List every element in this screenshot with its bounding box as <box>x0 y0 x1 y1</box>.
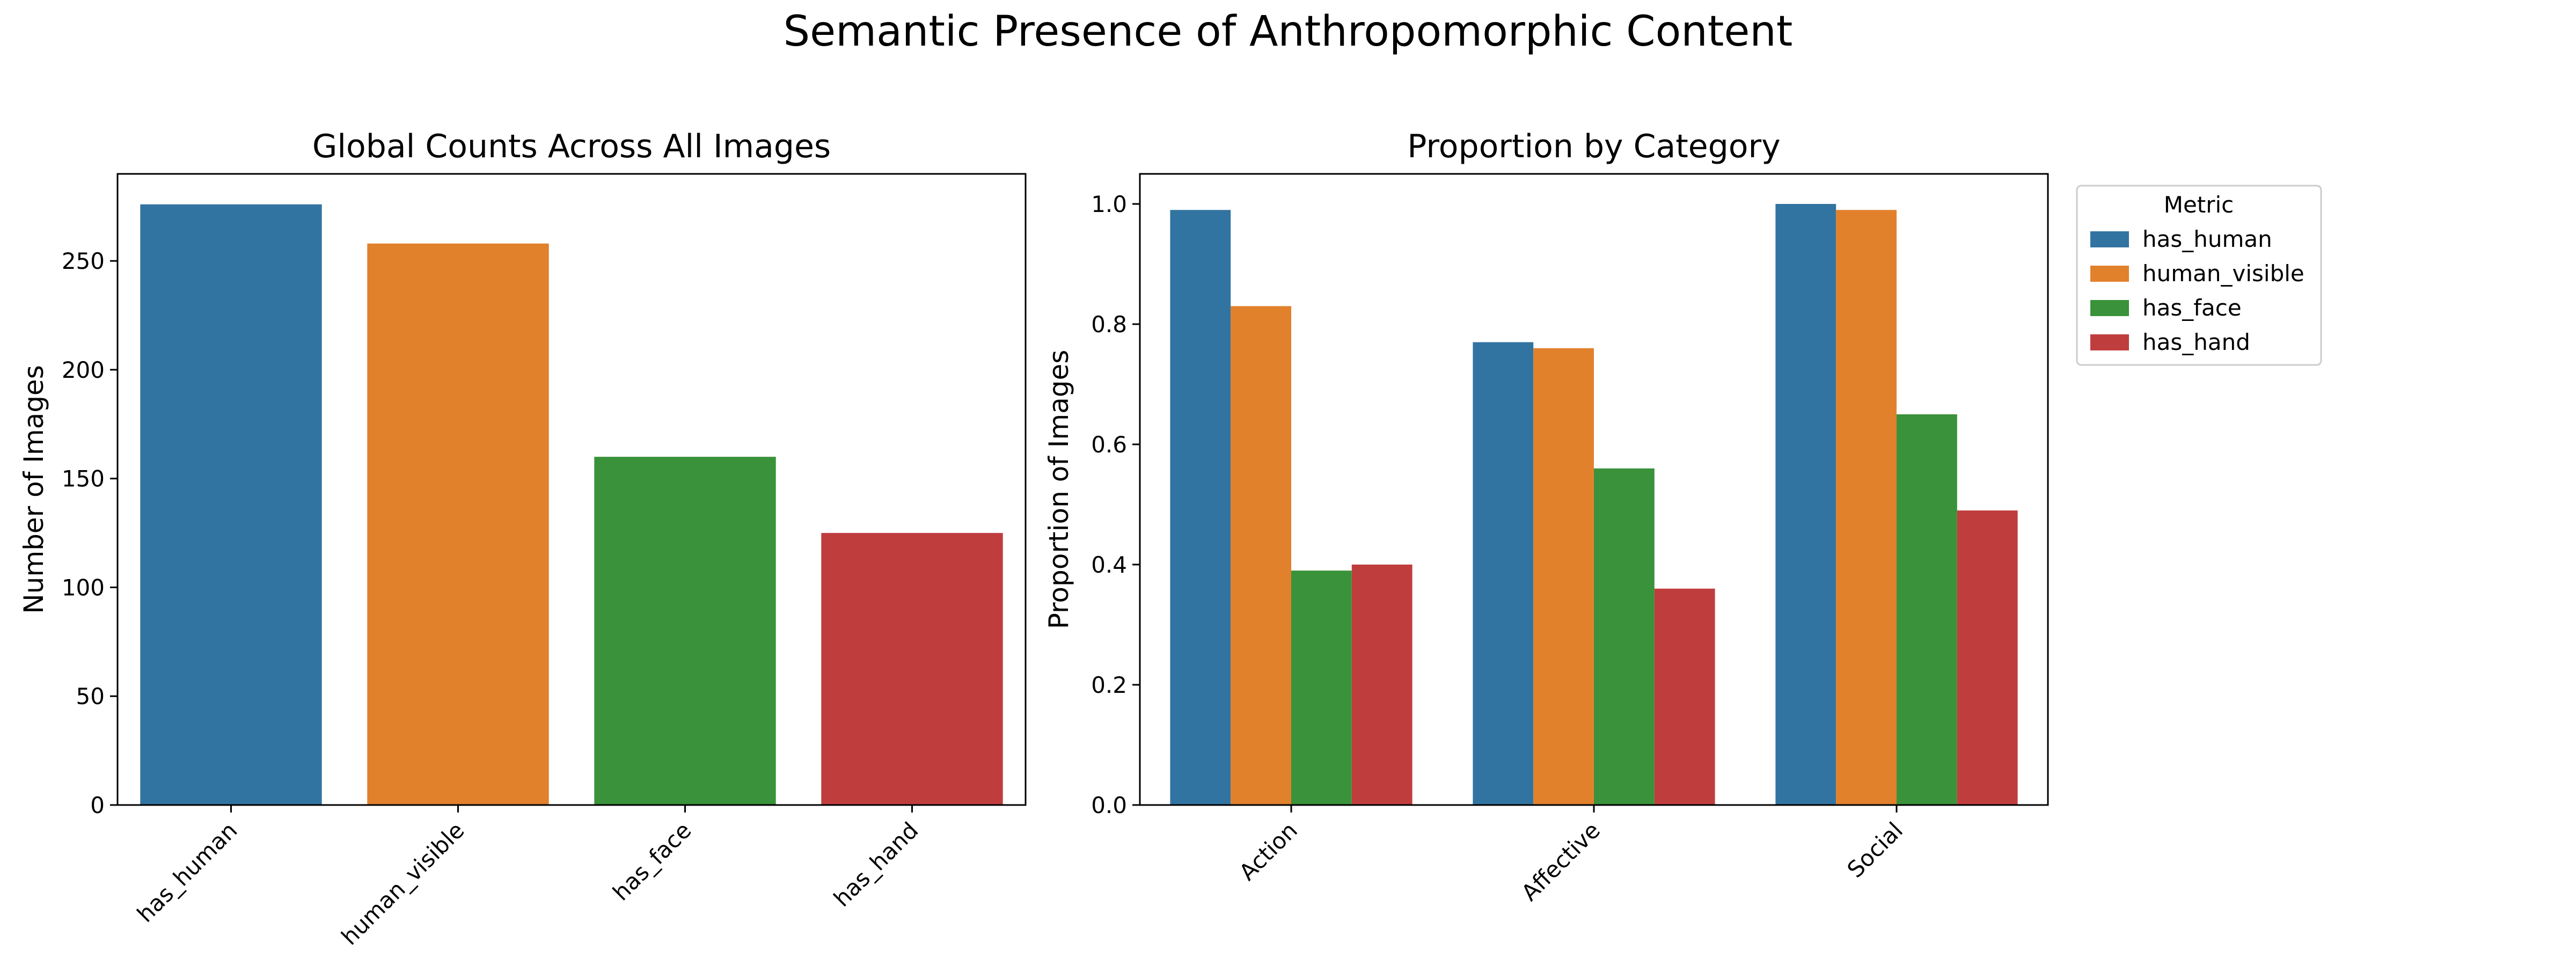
bar-social-human_visible <box>1836 210 1897 806</box>
legend-title: Metric <box>2164 192 2234 218</box>
y-tick-label: 0.2 <box>1091 672 1127 698</box>
left-y-axis-label: Number of Images <box>18 365 49 613</box>
bar-affective-has_hand <box>1654 588 1715 805</box>
y-tick-label: 1.0 <box>1091 191 1127 217</box>
legend-swatch-has_face <box>2090 300 2129 316</box>
legend-label-has_face: has_face <box>2142 295 2242 321</box>
legend-label-has_hand: has_hand <box>2142 329 2250 355</box>
bar-social-has_face <box>1897 414 1957 805</box>
y-tick-label: 0.4 <box>1091 552 1127 578</box>
x-tick-label: Action <box>1234 817 1302 885</box>
y-tick-label: 50 <box>76 683 105 709</box>
bar-affective-has_face <box>1594 468 1655 805</box>
bar-social-has_human <box>1775 204 1836 805</box>
bar-has_human <box>140 204 322 805</box>
x-tick-label: Affective <box>1516 817 1605 906</box>
y-tick-label: 200 <box>62 357 105 383</box>
right-y-axis-ticks: 0.0 0.2 0.4 0.6 0.8 1.0 <box>1091 191 1140 818</box>
y-tick-label: 0.8 <box>1091 311 1127 338</box>
x-tick-label: has_face <box>608 817 696 905</box>
legend-box <box>2076 185 2322 366</box>
legend-swatch-human_visible <box>2090 266 2129 282</box>
x-tick-label: has_human <box>132 817 243 927</box>
legend-label-human_visible: human_visible <box>2142 260 2304 287</box>
bar-affective-human_visible <box>1533 348 1594 805</box>
left-bars <box>140 204 1003 805</box>
left-chart-title: Global Counts Across All Images <box>312 128 831 165</box>
right-bars <box>1170 204 2018 806</box>
bar-has_hand <box>821 533 1003 805</box>
bar-action-has_human <box>1170 210 1231 806</box>
right-x-axis-ticks: Action Affective Social <box>1234 805 1908 906</box>
y-tick-label: 0.6 <box>1091 431 1127 458</box>
x-tick-label: Social <box>1842 817 1908 883</box>
legend: Metric has_humanhuman_visiblehas_facehas… <box>2076 185 2322 366</box>
bar-has_face <box>594 457 776 805</box>
left-x-axis-ticks: has_human human_visible has_face has_hand <box>132 805 924 950</box>
right-chart: Proportion by Category 0.0 0.2 0.4 0.6 0.8 1.… <box>1043 128 2049 906</box>
legend-swatch-has_human <box>2090 231 2129 247</box>
right-chart-title: Proportion by Category <box>1407 128 1780 165</box>
right-plot-frame <box>1139 173 2049 806</box>
bar-action-has_hand <box>1351 565 1413 805</box>
y-tick-label: 0 <box>90 792 105 818</box>
x-tick-label: human_visible <box>336 817 470 950</box>
figure-title: Semantic Presence of Anthropomorphic Con… <box>784 8 1793 56</box>
bar-affective-has_human <box>1473 342 1534 805</box>
y-tick-label: 0.0 <box>1091 792 1127 818</box>
left-y-axis-ticks: 0 50 100 150 200 250 <box>62 248 118 818</box>
y-tick-label: 250 <box>62 248 105 274</box>
legend-items: has_human human_visible has_face has_hand <box>2090 226 2304 355</box>
bar-social-has_hand <box>1957 510 2018 805</box>
y-tick-label: 150 <box>62 466 105 492</box>
legend-label-has_human: has_human <box>2142 226 2272 252</box>
bar-action-has_face <box>1291 570 1352 805</box>
x-tick-label: has_hand <box>829 817 924 912</box>
bar-human_visible <box>367 243 549 805</box>
legend-swatch-has_hand <box>2090 334 2129 350</box>
left-plot-frame <box>116 173 1027 806</box>
right-y-axis-label: Proportion of Images <box>1043 350 1074 630</box>
left-chart: Global Counts Across All Images 0 50 100 15… <box>18 128 1027 950</box>
bar-action-human_visible <box>1231 306 1291 805</box>
y-tick-label: 100 <box>62 574 105 601</box>
